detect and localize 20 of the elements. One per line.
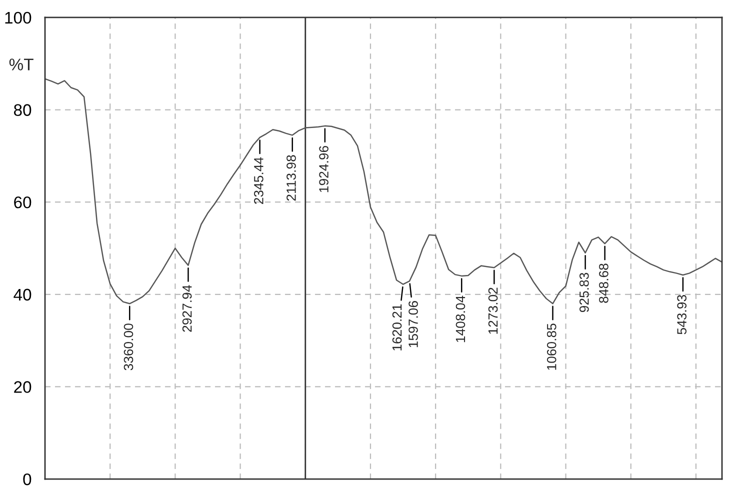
y-tick-label: 20 xyxy=(14,381,32,393)
annotation: 1924.96 xyxy=(319,146,328,192)
annotation: 2345.44 xyxy=(254,157,264,204)
annotation: 1408.04 xyxy=(456,296,466,342)
y-tick-label: 40 xyxy=(14,288,32,301)
y-tick-label: 60 xyxy=(14,196,32,208)
y-tick-label: 0 xyxy=(23,473,32,486)
annotation: 2113.98 xyxy=(286,155,296,201)
annotation: 1273.02 xyxy=(488,288,498,334)
y-tick-label: 80 xyxy=(14,104,32,116)
y-axis-title: %T xyxy=(9,58,34,70)
annotation: 1060.85 xyxy=(546,324,556,370)
annotation: 2927.94 xyxy=(182,285,192,332)
annotation: 925.83 xyxy=(579,272,589,312)
annotation: 543.93 xyxy=(677,295,686,334)
annotation: 1597.06 xyxy=(408,301,418,348)
annotation: 848.68 xyxy=(599,264,608,303)
annotation: 1620.21 xyxy=(392,304,402,350)
y-tick-label: 100 xyxy=(5,12,32,24)
annotation: 3360.00 xyxy=(124,324,134,370)
